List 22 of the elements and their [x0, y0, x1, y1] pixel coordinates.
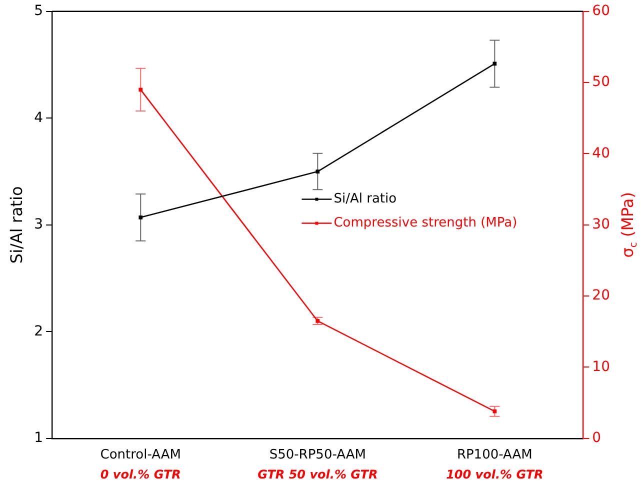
y-tick-label: 3: [34, 216, 44, 233]
y2-tick-label: 40: [592, 145, 610, 162]
x-tick-label: S50-RP50-AAM: [269, 448, 366, 463]
text: 100 vol.% GTR: [446, 468, 544, 482]
y2-tick-label: 0: [592, 430, 602, 446]
x-tick-label: Control-AAM: [100, 448, 182, 463]
y-axis-title: Si/Al ratio: [6, 186, 26, 264]
x-tick-label: RP100-AAM: [456, 448, 532, 463]
legend-label: Compressive strength (MPa): [334, 216, 518, 231]
text: GTR 50 vol.% GTR: [258, 468, 378, 482]
y2-tick-label: 60: [592, 3, 610, 20]
y2-tick-label: 50: [592, 74, 610, 90]
y2-axis-title: σc (MPa): [618, 192, 640, 258]
y2-tick-label: 10: [592, 358, 610, 375]
y2-tick-label: 30: [592, 216, 610, 233]
text: 0 vol.% GTR: [100, 468, 181, 482]
legend-label: Si/Al ratio: [334, 192, 397, 207]
y2-tick-label: 20: [592, 288, 610, 304]
y-tick-label: 4: [34, 110, 44, 126]
y-tick-label: 2: [34, 323, 44, 340]
y-tick-label: 1: [34, 430, 44, 446]
y-tick-label: 5: [34, 3, 44, 20]
